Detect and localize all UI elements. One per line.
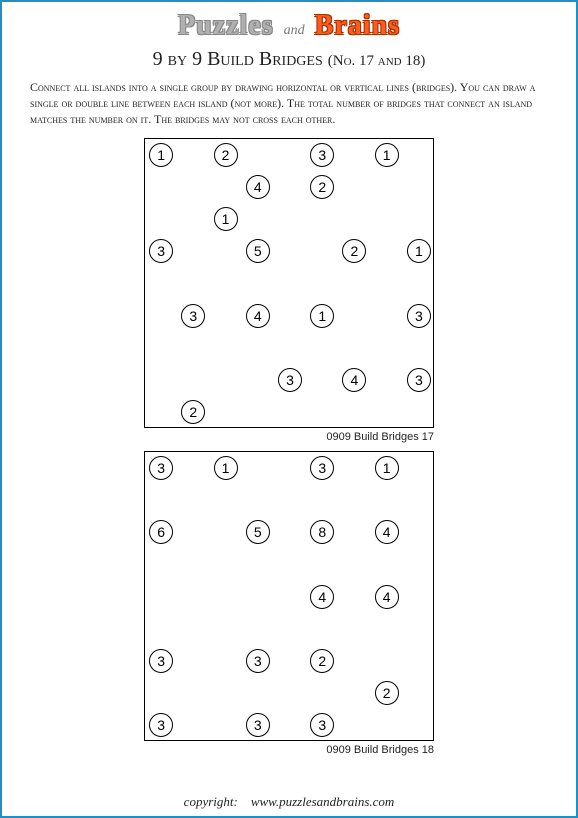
island-node: 6 xyxy=(149,520,173,544)
island-node: 4 xyxy=(246,175,270,199)
island-node: 2 xyxy=(214,143,238,167)
footer: copyright: www.puzzlesandbrains.com xyxy=(2,794,576,810)
logo-word-puzzles: Puzzles xyxy=(178,10,274,41)
island-node: 5 xyxy=(246,520,270,544)
puzzle-17-grid: 1231421352134133432 xyxy=(144,138,434,428)
island-node: 2 xyxy=(310,649,334,673)
site-logo: Puzzles and Brains xyxy=(2,2,576,42)
title-main: 9 by 9 Build Bridges xyxy=(153,48,323,70)
logo-word-brains: Brains xyxy=(315,10,400,41)
island-node: 1 xyxy=(214,207,238,231)
island-node: 3 xyxy=(149,456,173,480)
page-title: 9 by 9 Build Bridges (No. 17 and 18) xyxy=(2,48,576,71)
puzzle-grids-container: 1231421352134133432 0909 Build Bridges 1… xyxy=(2,138,576,758)
island-node: 4 xyxy=(246,304,270,328)
island-node: 3 xyxy=(246,649,270,673)
island-node: 3 xyxy=(407,304,431,328)
island-node: 1 xyxy=(310,304,334,328)
title-sub: (No. 17 and 18) xyxy=(328,53,426,69)
island-node: 3 xyxy=(149,713,173,737)
island-node: 1 xyxy=(407,239,431,263)
island-node: 2 xyxy=(181,400,205,424)
island-node: 4 xyxy=(375,585,399,609)
island-node: 8 xyxy=(310,520,334,544)
puzzle-18-caption: 0909 Build Bridges 18 xyxy=(326,744,434,756)
island-node: 2 xyxy=(375,681,399,705)
puzzle-18-wrap: 3 1 3 1 6 5 8 4 4 4 3 3 2 2 3 3 3 0909 Build Bridges 18 xyxy=(144,451,434,758)
island-node: 3 xyxy=(181,304,205,328)
island-node: 1 xyxy=(375,143,399,167)
island-node: 3 xyxy=(246,713,270,737)
puzzle-18-grid: 3 1 3 1 6 5 8 4 4 4 3 3 2 2 3 3 3 xyxy=(144,451,434,741)
instructions-text: Connect all islands into a single group … xyxy=(2,71,576,134)
copyright-url: www.puzzlesandbrains.com xyxy=(251,794,395,809)
puzzle-17-caption: 0909 Build Bridges 17 xyxy=(326,431,434,443)
island-node: 3 xyxy=(149,649,173,673)
island-node: 3 xyxy=(149,239,173,263)
island-node: 3 xyxy=(310,456,334,480)
island-node: 1 xyxy=(214,456,238,480)
island-node: 3 xyxy=(278,368,302,392)
island-node: 2 xyxy=(342,239,366,263)
island-node: 5 xyxy=(246,239,270,263)
island-node: 3 xyxy=(407,368,431,392)
puzzle-17-wrap: 1231421352134133432 0909 Build Bridges 1… xyxy=(144,138,434,445)
copyright-label: copyright: xyxy=(184,794,238,809)
island-node: 1 xyxy=(149,143,173,167)
island-node: 4 xyxy=(342,368,366,392)
island-node: 4 xyxy=(310,585,334,609)
island-node: 3 xyxy=(310,713,334,737)
logo-word-and: and xyxy=(284,23,305,38)
island-node: 2 xyxy=(310,175,334,199)
island-node: 1 xyxy=(375,456,399,480)
island-node: 3 xyxy=(310,143,334,167)
island-node: 4 xyxy=(375,520,399,544)
